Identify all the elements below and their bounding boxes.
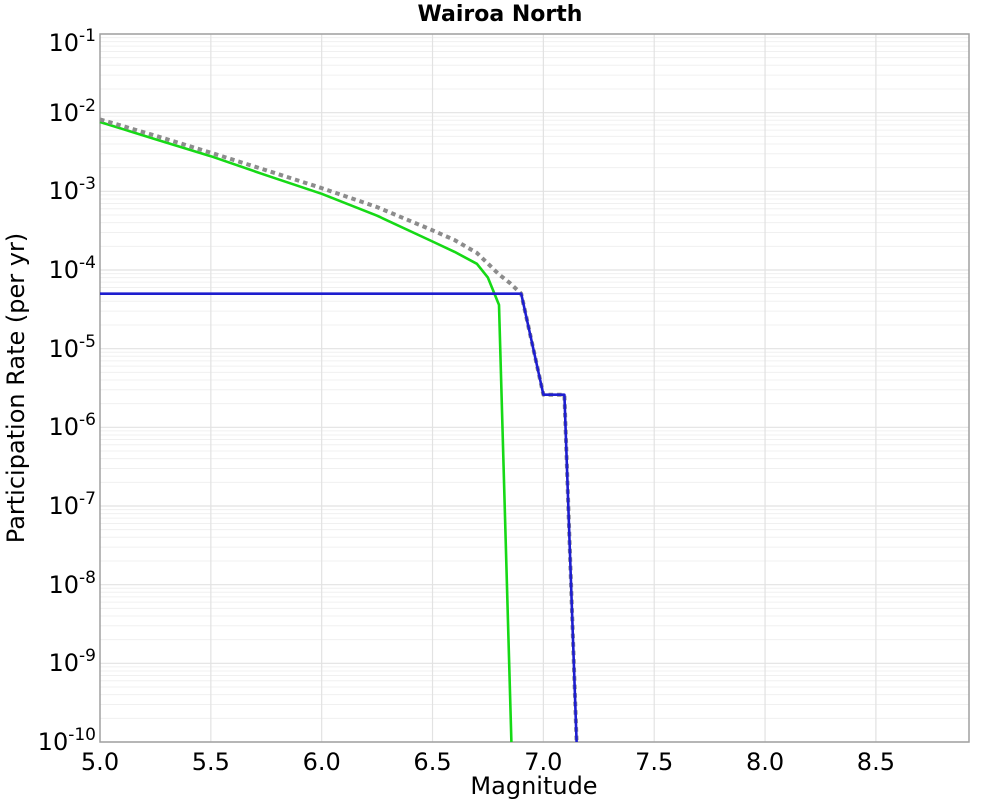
chart-title: Wairoa North (417, 2, 583, 27)
y-tick-label: 10-5 (48, 331, 97, 363)
x-tick-label: 8.5 (856, 748, 895, 776)
y-tick-label: 10-7 (48, 489, 97, 520)
y-axis-label: Participation Rate (per yr) (2, 232, 30, 544)
characteristic-blue-curve (100, 292, 578, 743)
x-tick-label: 5.0 (80, 748, 120, 776)
y-tick-label: 10-8 (48, 567, 97, 599)
y-tick-label: 10-4 (48, 253, 97, 284)
x-axis-label: Magnitude (470, 772, 598, 800)
truncated-gr-curve (99, 120, 513, 743)
x-tick-label: 8.0 (745, 748, 785, 776)
y-tick-label: 10-3 (48, 174, 97, 206)
x-tick-label: 6.0 (302, 748, 341, 776)
x-tick-label: 7.0 (524, 748, 563, 776)
y-tick-label: 10-2 (48, 95, 97, 127)
y-tick-label: 10-6 (48, 410, 97, 442)
y-tick-label: 10-1 (48, 26, 97, 57)
x-tick-label: 5.5 (191, 748, 230, 776)
x-tick-label: 6.5 (413, 748, 452, 776)
y-tick-label: 10-9 (48, 646, 97, 678)
plot-border (99, 33, 970, 743)
x-tick-label: 7.5 (635, 748, 674, 776)
y-tick-label: 10-10 (37, 725, 96, 756)
